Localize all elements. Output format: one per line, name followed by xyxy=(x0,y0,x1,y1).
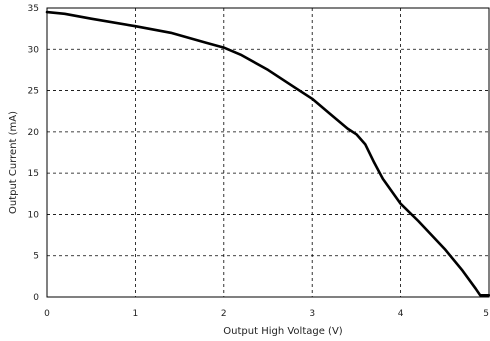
y-tick-label: 0 xyxy=(33,293,39,303)
y-tick-label: 15 xyxy=(28,169,39,179)
y-tick-label: 30 xyxy=(28,45,40,55)
plot-frame xyxy=(46,7,490,298)
y-tick-label: 35 xyxy=(28,4,39,14)
x-tick-label: 5 xyxy=(483,309,489,319)
x-tick-label: 0 xyxy=(44,309,50,319)
x-tick-label: 4 xyxy=(398,309,404,319)
x-tick-label: 2 xyxy=(221,309,227,319)
y-tick-label: 25 xyxy=(28,87,39,97)
y-axis-title: Output Current (mA) xyxy=(8,111,19,214)
x-tick-label: 1 xyxy=(133,309,139,319)
y-tick-label: 20 xyxy=(28,128,40,138)
series-line xyxy=(45,10,490,297)
x-tick-label: 3 xyxy=(309,309,315,319)
y-tick-label: 5 xyxy=(33,252,39,262)
x-axis-title: Output High Voltage (V) xyxy=(223,326,343,337)
y-tick-label: 10 xyxy=(28,210,40,220)
